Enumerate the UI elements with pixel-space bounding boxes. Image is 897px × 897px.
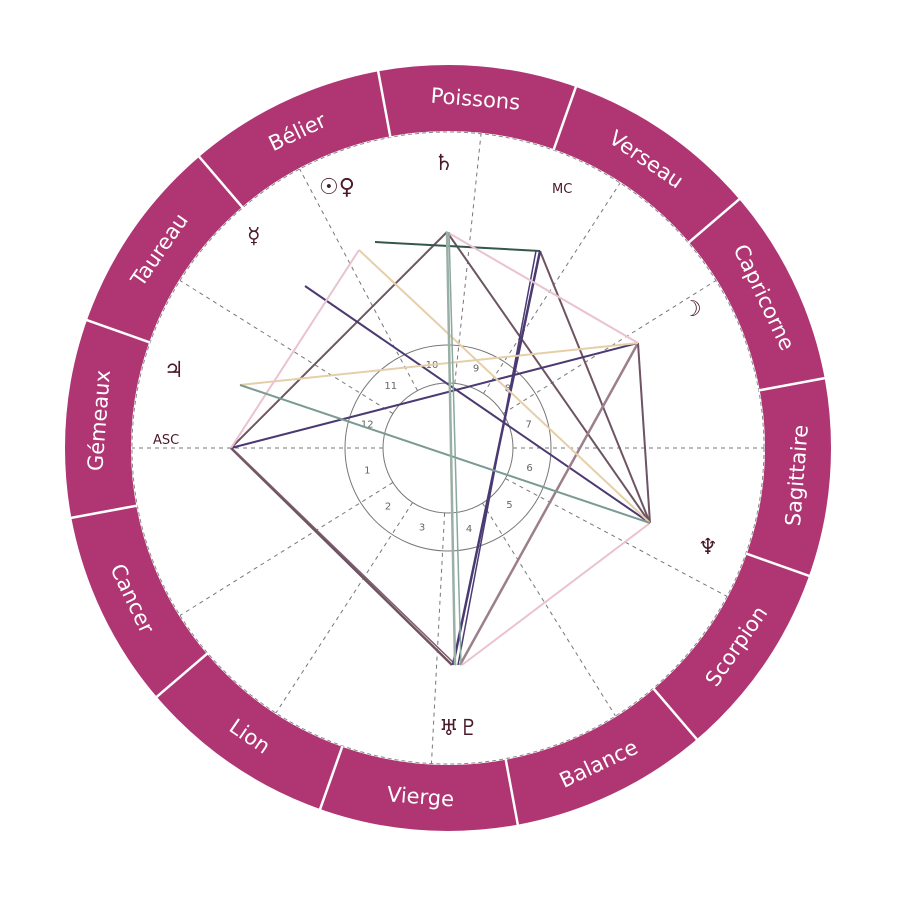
house-cusps <box>132 133 764 764</box>
aspect-line <box>448 231 462 666</box>
mercury-icon: ☿ <box>247 224 261 249</box>
house-number: 3 <box>419 522 425 533</box>
asc-label: ASC <box>153 433 179 448</box>
sign-divider <box>197 155 244 209</box>
house-cusp-line <box>505 478 728 597</box>
sign-divider <box>745 552 811 578</box>
sign-label-vierge: Vierge <box>386 782 455 811</box>
mc-label: MC <box>552 182 572 197</box>
saturn-icon: ♄ <box>434 151 454 176</box>
sign-divider <box>552 85 578 151</box>
sign-divider <box>687 197 741 244</box>
house-cusp-line <box>179 280 394 414</box>
sign-divider <box>652 687 699 741</box>
house-number: 1 <box>364 466 370 477</box>
aspect-line <box>457 250 537 666</box>
house-number: 2 <box>385 501 391 512</box>
moon-icon: ☽ <box>682 297 702 322</box>
aspect-line <box>458 342 640 666</box>
house-cusp-line <box>275 502 414 714</box>
sign-divider <box>85 318 151 344</box>
aspect-line <box>239 384 651 524</box>
sign-divider <box>70 504 138 520</box>
aspect-line <box>230 231 448 449</box>
aspect-line <box>461 522 651 666</box>
sign-divider <box>504 758 520 826</box>
house-cusp-line <box>179 482 394 616</box>
chart-background <box>132 132 764 764</box>
jupiter-icon: ♃ <box>164 358 184 383</box>
house-cusp-line <box>482 502 616 717</box>
house-number: 7 <box>526 419 532 430</box>
sign-divider <box>155 652 209 699</box>
house-number: 5 <box>506 500 512 511</box>
house-number: 4 <box>466 524 472 535</box>
aspect-line <box>637 342 651 524</box>
aspect-line <box>230 342 639 449</box>
sign-divider <box>758 376 826 392</box>
sign-dividers <box>70 70 826 826</box>
house-cusp-line <box>430 512 446 764</box>
aspect-line <box>446 231 651 524</box>
house-number: 6 <box>526 463 532 474</box>
house-cusp-line <box>299 168 418 391</box>
aspect-line <box>446 231 639 344</box>
sign-divider <box>318 745 344 811</box>
aspect-line <box>239 342 639 386</box>
neptune-icon: ♆ <box>698 535 718 560</box>
aspect-line <box>235 451 457 666</box>
house-cusp-line <box>454 133 482 384</box>
aspect-line <box>230 249 360 449</box>
sign-divider <box>376 70 392 138</box>
aspect-line <box>445 231 457 666</box>
house-cusp-line <box>482 182 621 394</box>
house-cusp-line <box>502 280 717 414</box>
house-number: 9 <box>473 363 479 374</box>
aspect-line <box>358 249 651 524</box>
sun-venus-icon: ☉♀ <box>319 175 355 200</box>
zodiac-ring <box>65 65 831 831</box>
aspect-lines <box>230 231 651 666</box>
house-ring-inner <box>382 382 514 514</box>
aspect-line <box>374 241 541 252</box>
uranus-pluto-icon: ♅♇ <box>439 716 478 741</box>
house-number: 12 <box>361 419 374 430</box>
house-number: 11 <box>384 381 397 392</box>
aspect-line <box>304 285 651 524</box>
aspect-line <box>230 447 453 666</box>
